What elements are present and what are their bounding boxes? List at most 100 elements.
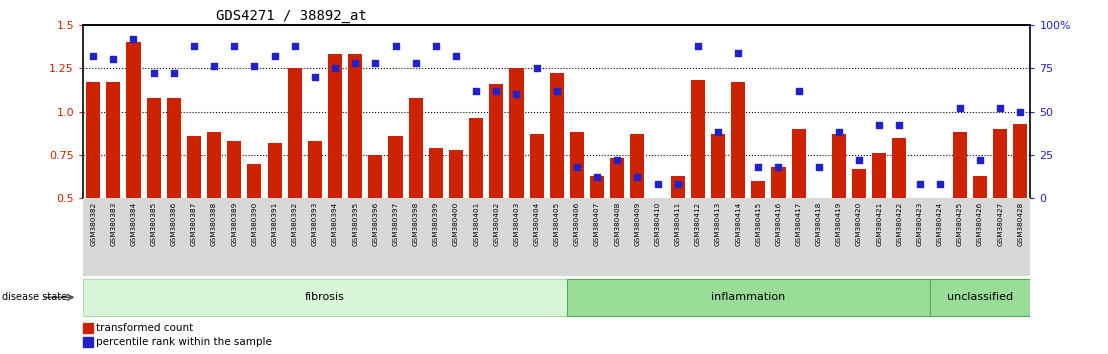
Bar [872, 153, 886, 198]
Bar [812, 198, 825, 236]
Text: GSM380410: GSM380410 [655, 202, 660, 246]
Bar [973, 176, 987, 198]
Bar [1014, 124, 1027, 198]
Text: unclassified: unclassified [947, 292, 1013, 302]
Bar [953, 132, 967, 198]
Bar [83, 323, 93, 333]
Text: GSM380414: GSM380414 [736, 202, 741, 246]
Point [165, 70, 183, 76]
Point [427, 43, 444, 48]
Point [488, 88, 505, 93]
Text: GSM380411: GSM380411 [675, 202, 680, 246]
Point [205, 64, 223, 69]
Text: GSM380403: GSM380403 [513, 202, 520, 246]
Text: GSM380404: GSM380404 [534, 202, 540, 246]
Point [749, 164, 767, 170]
Point [850, 157, 868, 163]
Text: GSM380389: GSM380389 [232, 202, 237, 246]
Bar [83, 337, 93, 347]
Text: GSM380413: GSM380413 [715, 202, 721, 246]
Bar [670, 176, 685, 198]
Text: GSM380395: GSM380395 [352, 202, 358, 246]
Text: GSM380399: GSM380399 [433, 202, 439, 246]
Text: GSM380385: GSM380385 [151, 202, 156, 246]
Text: GSM380396: GSM380396 [372, 202, 378, 246]
Point [709, 130, 727, 135]
Text: GSM380417: GSM380417 [796, 202, 802, 246]
Bar [348, 54, 362, 198]
Bar [690, 80, 705, 198]
Point [588, 175, 606, 180]
Text: inflammation: inflammation [711, 292, 786, 302]
Bar [409, 98, 423, 198]
Point [891, 122, 909, 128]
Point [145, 70, 163, 76]
Point [830, 130, 848, 135]
Bar [429, 148, 443, 198]
Bar [913, 198, 926, 250]
Point [246, 64, 264, 69]
Bar [368, 155, 382, 198]
Bar [449, 150, 463, 198]
Text: GSM380383: GSM380383 [111, 202, 116, 246]
Bar [510, 68, 523, 198]
Text: GSM380422: GSM380422 [896, 202, 902, 246]
Bar [832, 134, 847, 198]
Text: GSM380388: GSM380388 [212, 202, 217, 246]
Bar [530, 134, 544, 198]
Bar [591, 176, 604, 198]
Point [911, 182, 929, 187]
Bar [550, 73, 564, 198]
Bar [771, 167, 786, 198]
Text: percentile rank within the sample: percentile rank within the sample [96, 337, 273, 347]
Text: GSM380407: GSM380407 [594, 202, 601, 246]
Bar [751, 181, 766, 198]
FancyBboxPatch shape [83, 279, 567, 316]
Text: GSM380428: GSM380428 [1017, 202, 1024, 246]
Text: GSM380390: GSM380390 [252, 202, 257, 246]
Bar [933, 198, 947, 223]
Bar [227, 141, 242, 198]
Bar [267, 143, 281, 198]
Bar [308, 141, 322, 198]
Bar [711, 134, 725, 198]
FancyBboxPatch shape [930, 279, 1030, 316]
Bar [630, 134, 645, 198]
Point [608, 157, 626, 163]
Point [104, 57, 122, 62]
Text: GSM380412: GSM380412 [695, 202, 701, 246]
Bar [469, 119, 483, 198]
Text: GSM380421: GSM380421 [876, 202, 882, 246]
Point [225, 43, 243, 48]
Bar [288, 68, 301, 198]
Point [669, 182, 687, 187]
Text: GSM380420: GSM380420 [856, 202, 862, 246]
Text: GSM380418: GSM380418 [815, 202, 822, 246]
Point [951, 105, 968, 111]
Bar [791, 129, 806, 198]
Text: transformed count: transformed count [96, 323, 194, 333]
Bar [146, 98, 161, 198]
Point [810, 164, 828, 170]
Text: GSM380425: GSM380425 [957, 202, 963, 246]
Bar [187, 136, 201, 198]
Point [648, 182, 666, 187]
Bar [166, 98, 181, 198]
Point [628, 175, 646, 180]
Bar [389, 136, 402, 198]
Point [527, 65, 545, 71]
Point [931, 182, 948, 187]
Point [992, 105, 1009, 111]
Point [448, 53, 465, 59]
Point [185, 43, 203, 48]
Bar [731, 82, 746, 198]
Point [689, 43, 707, 48]
Point [387, 43, 404, 48]
Point [407, 60, 424, 66]
Bar [570, 132, 584, 198]
Bar [126, 42, 141, 198]
Bar [490, 84, 503, 198]
Text: GSM380427: GSM380427 [997, 202, 1003, 246]
Bar [247, 164, 261, 198]
Bar [207, 132, 222, 198]
